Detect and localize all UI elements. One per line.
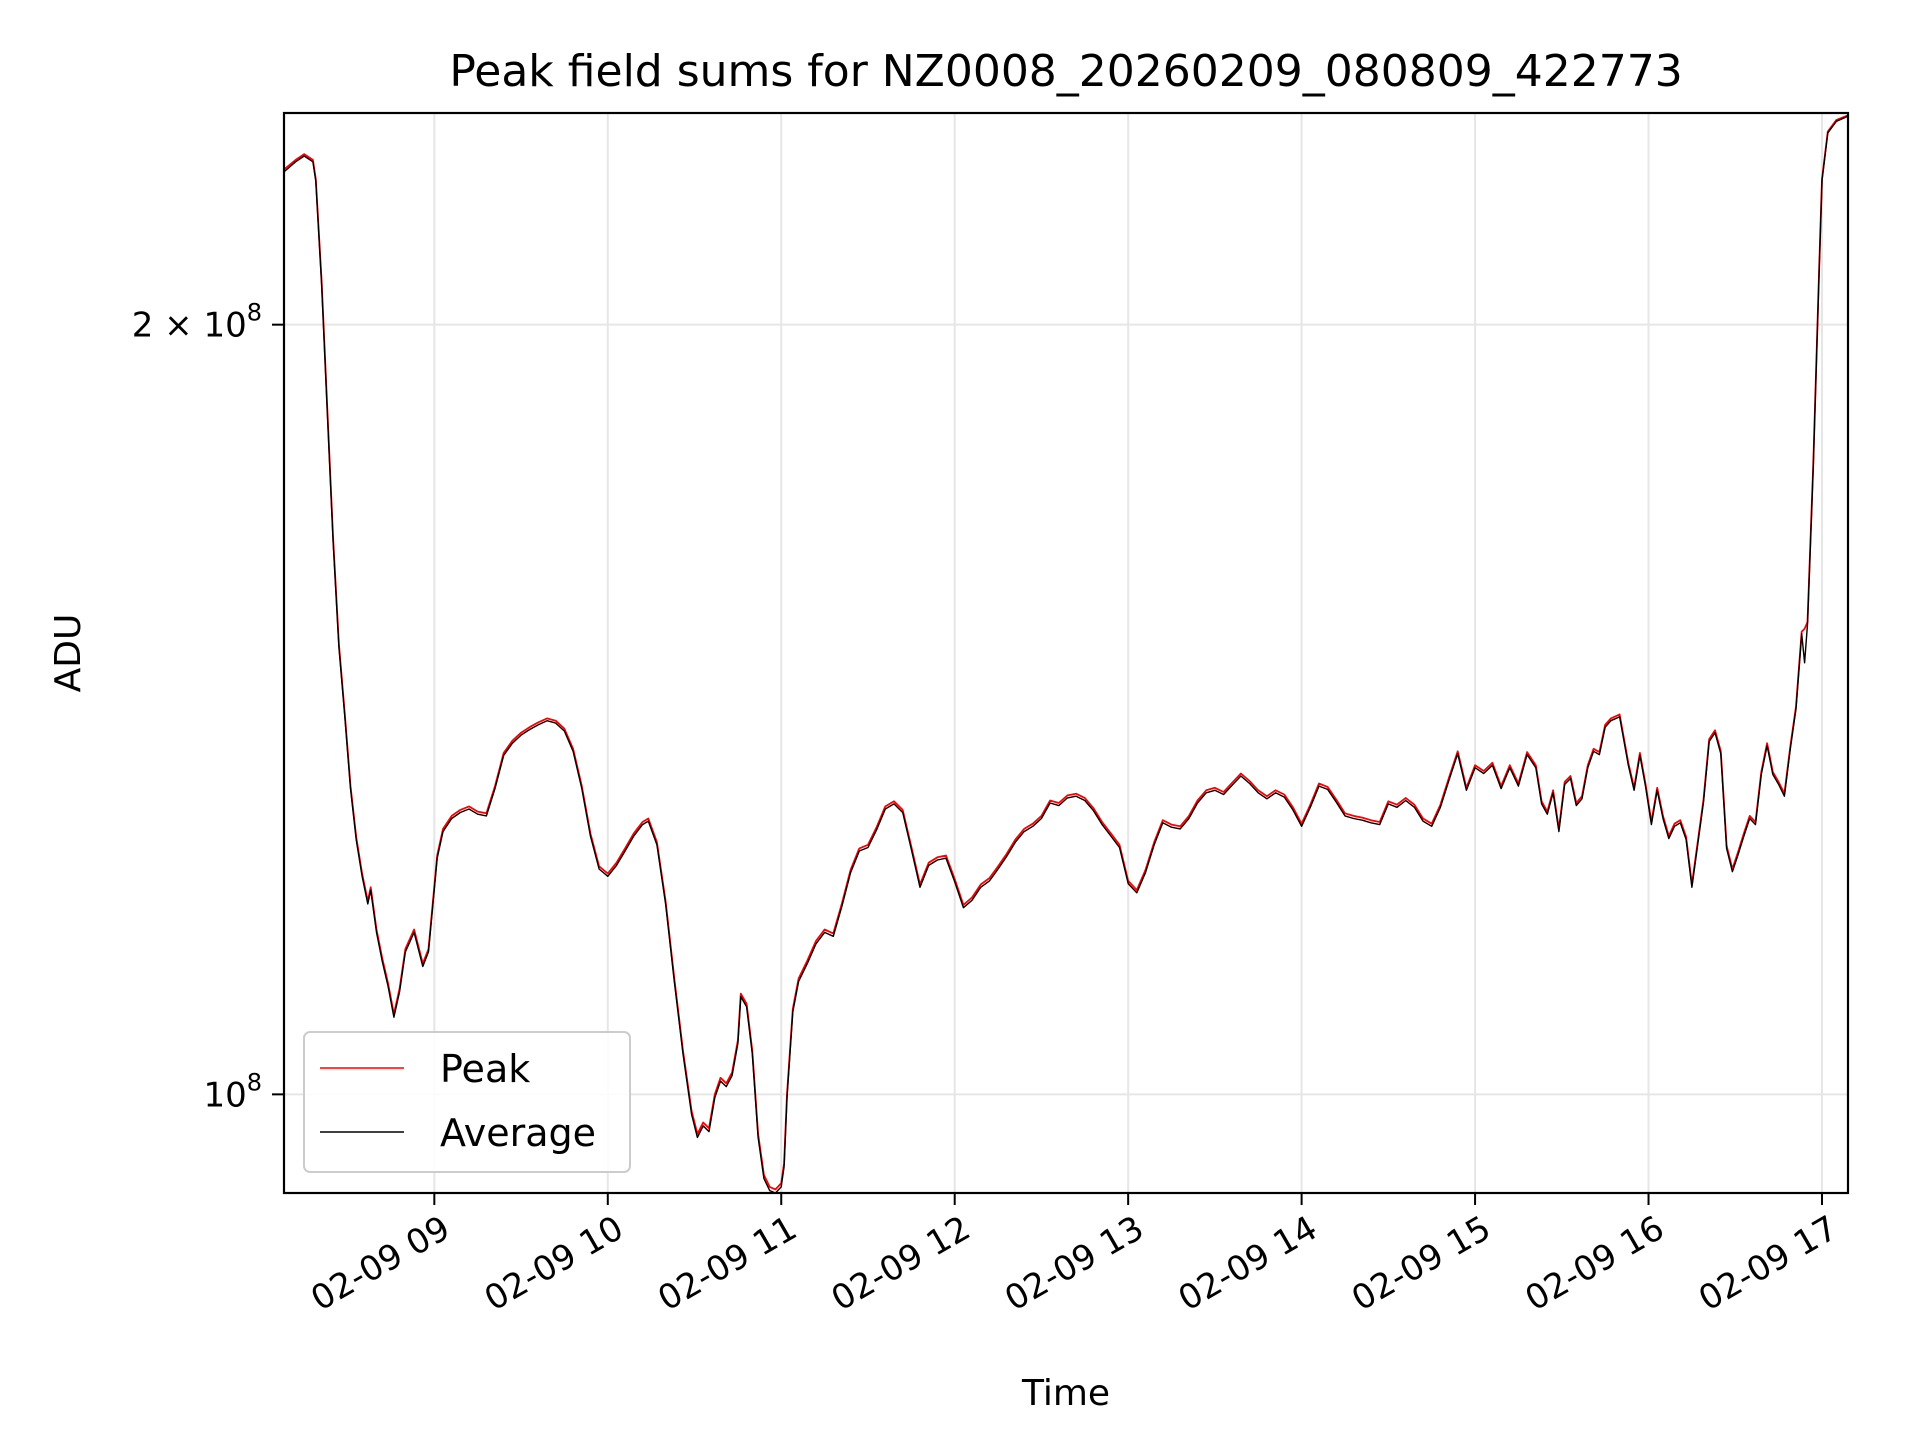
series-layer <box>284 114 1848 1193</box>
legend-box <box>303 1031 631 1173</box>
x-axis-label: Time <box>1021 1373 1110 1414</box>
chart-title: Peak field sums for NZ0008_20260209_0808… <box>449 46 1682 97</box>
legend-label-peak: Peak <box>440 1047 530 1091</box>
y-tick-label: 108 <box>203 1068 262 1115</box>
plot-frame <box>282 111 1850 1195</box>
series-line-average <box>284 115 1848 1193</box>
legend: Peak Average <box>303 1031 631 1173</box>
y-tick-label: 2 × 108 <box>132 299 262 346</box>
y-axis-label: ADU <box>48 614 89 693</box>
legend-label-average: Average <box>440 1111 596 1155</box>
grid <box>284 113 1848 1193</box>
